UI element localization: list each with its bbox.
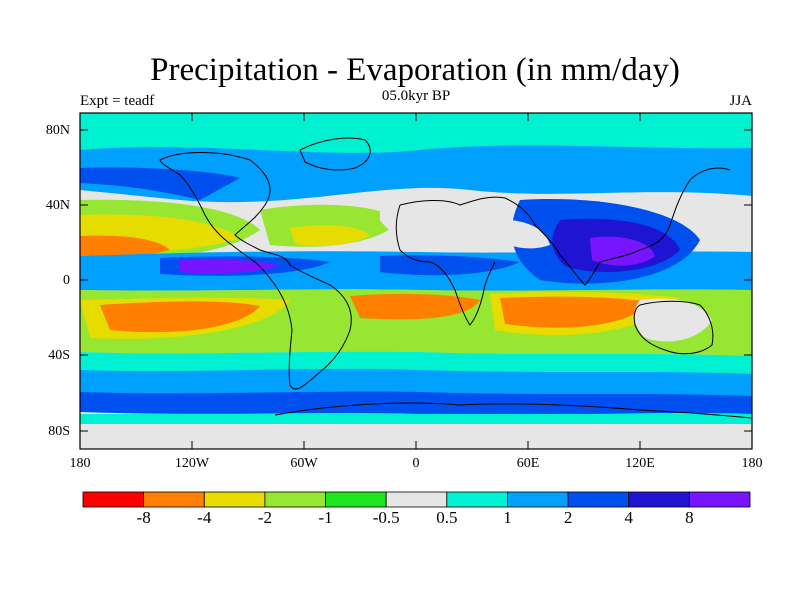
coastlines	[159, 137, 752, 419]
colorbar-label: 2	[563, 508, 573, 527]
colorbar-label: 4	[624, 508, 633, 527]
colorbar-swatch	[82, 491, 145, 508]
colorbar-swatch	[567, 491, 630, 508]
lon-label-0: 0	[412, 456, 420, 471]
colorbar-swatch	[325, 491, 387, 508]
colorbar	[82, 491, 751, 508]
colorbar-swatch	[446, 491, 508, 508]
lon-label-120w: 120W	[174, 456, 210, 471]
lon-label-180w: 180	[69, 456, 91, 471]
colorbar-swatch	[264, 491, 326, 508]
lon-label-60e: 60E	[516, 456, 540, 471]
colorbar-swatch	[628, 491, 690, 508]
axis-ticks	[80, 113, 752, 449]
colorbar-label: -2	[257, 508, 272, 527]
lat-label-40s: 40S	[48, 348, 70, 363]
season-label: JJA	[729, 93, 752, 109]
colorbar-swatch	[143, 491, 205, 508]
colorbar-swatch	[385, 491, 448, 508]
colorbar-label: 0.5	[436, 508, 458, 527]
colorbar-swatch	[688, 491, 751, 508]
precipitation-field	[80, 113, 752, 449]
colorbar-label: -1	[318, 508, 333, 527]
colorbar-label: -8	[136, 508, 151, 527]
experiment-label: Expt = teadf	[80, 93, 155, 109]
colorbar-label: 1	[503, 508, 512, 527]
lon-label-120e: 120E	[625, 456, 655, 471]
colorbar-swatch	[507, 491, 569, 508]
lat-label-40n: 40N	[45, 198, 70, 213]
lat-label-0: 0	[63, 273, 70, 288]
map-title: Precipitation - Evaporation (in mm/day)	[150, 52, 680, 88]
colorbar-swatch	[203, 491, 266, 508]
lat-label-80n: 80N	[45, 123, 70, 138]
map-subtitle: 05.0kyr BP	[381, 88, 451, 104]
colorbar-label: -4	[197, 508, 212, 527]
lon-label-180e: 180	[741, 456, 763, 471]
colorbar-label: 8	[685, 508, 694, 527]
colorbar-label: -0.5	[372, 508, 400, 527]
lon-label-60w: 60W	[290, 456, 318, 471]
lat-label-80s: 80S	[48, 424, 70, 439]
